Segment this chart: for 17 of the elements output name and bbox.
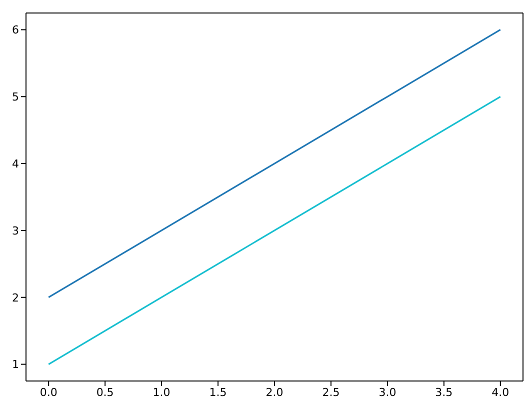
y-tick-label: 5 (12, 90, 19, 104)
x-tick-label: 0.0 (40, 386, 58, 399)
y-tick-label: 2 (12, 291, 19, 304)
x-tick-label: 1.5 (209, 386, 227, 399)
x-tick-label: 3.5 (435, 386, 453, 399)
x-tick-label: 4.0 (492, 386, 510, 399)
x-tick-label: 3.0 (378, 386, 396, 399)
y-tick-label: 1 (12, 358, 19, 372)
line-series (48, 96, 502, 366)
x-tick-label: 1.0 (152, 386, 170, 399)
y-tick-label: 3 (12, 224, 19, 238)
y-tick-label: 6 (12, 24, 19, 37)
line-series (48, 28, 502, 298)
x-tick-label: 2.5 (322, 386, 340, 399)
x-tick-label: 0.5 (96, 386, 114, 399)
y-tick-label: 4 (12, 157, 19, 170)
x-tick-label: 2.0 (266, 386, 284, 399)
